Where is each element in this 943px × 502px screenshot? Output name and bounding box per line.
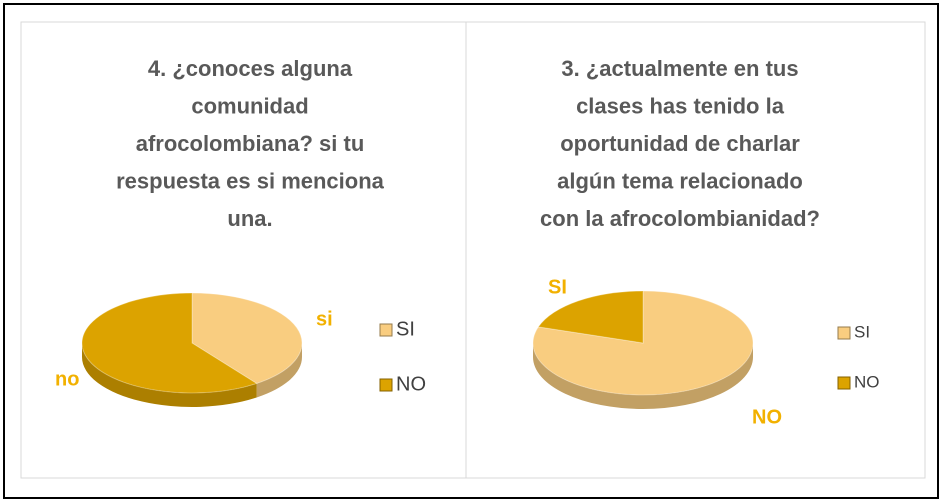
chart-frame bbox=[20, 21, 926, 479]
chart-title: afrocolombiana? si tu bbox=[136, 131, 365, 156]
data-label: SI bbox=[548, 276, 567, 298]
legend-swatch bbox=[379, 323, 393, 337]
slice-side bbox=[533, 343, 753, 409]
chart-title: con la afrocolombianidad? bbox=[540, 206, 820, 231]
legend-swatch bbox=[379, 378, 393, 392]
legend-swatch bbox=[837, 376, 851, 390]
chart-title: respuesta es si menciona bbox=[116, 168, 385, 193]
chart-title: comunidad bbox=[191, 93, 308, 118]
legend-label: SI bbox=[396, 318, 415, 340]
legend-label: SI bbox=[854, 322, 870, 341]
slice-side bbox=[82, 343, 257, 407]
chart-title: 4. ¿conoces alguna bbox=[148, 56, 353, 81]
chart-title: oportunidad de charlar bbox=[560, 131, 800, 156]
slice bbox=[191, 292, 303, 384]
chart-title: 3. ¿actualmente en tus bbox=[561, 56, 798, 81]
chart-title: una. bbox=[227, 206, 272, 231]
slice bbox=[81, 292, 258, 394]
legend-swatch bbox=[837, 326, 851, 340]
legend-label: NO bbox=[396, 373, 426, 395]
slice bbox=[532, 290, 754, 396]
data-label: NO bbox=[752, 406, 782, 428]
legend-label: NO bbox=[854, 372, 880, 391]
chart-title: algún tema relacionado bbox=[557, 168, 803, 193]
outer-frame bbox=[3, 3, 939, 499]
chart-title: clases has tenido la bbox=[576, 93, 785, 118]
data-label: no bbox=[55, 368, 79, 390]
data-label: si bbox=[316, 308, 333, 330]
slice bbox=[537, 290, 644, 344]
slice-side bbox=[256, 343, 302, 398]
